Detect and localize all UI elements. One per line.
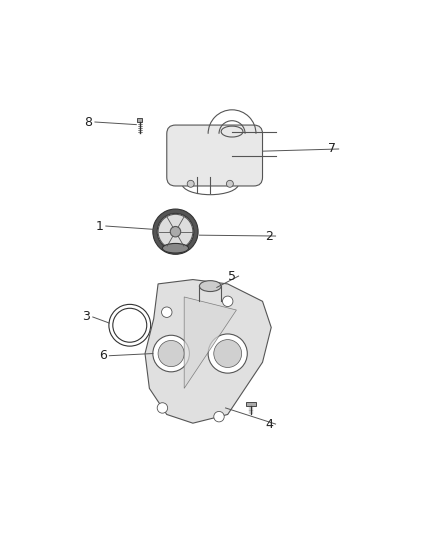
Ellipse shape xyxy=(199,281,221,292)
Circle shape xyxy=(208,334,247,373)
Circle shape xyxy=(170,227,181,237)
Circle shape xyxy=(187,180,194,187)
Text: 6: 6 xyxy=(99,349,107,362)
Polygon shape xyxy=(184,297,237,389)
Circle shape xyxy=(226,180,233,187)
Circle shape xyxy=(158,214,193,249)
Text: 7: 7 xyxy=(328,142,336,156)
FancyBboxPatch shape xyxy=(167,125,262,186)
Ellipse shape xyxy=(162,244,188,253)
Text: 8: 8 xyxy=(85,116,92,128)
Circle shape xyxy=(214,411,224,422)
Circle shape xyxy=(162,307,172,318)
Text: 2: 2 xyxy=(265,230,273,243)
Bar xyxy=(137,118,142,122)
Circle shape xyxy=(214,340,242,367)
Polygon shape xyxy=(145,279,271,423)
Text: 3: 3 xyxy=(82,311,90,324)
Circle shape xyxy=(158,341,184,367)
Bar xyxy=(246,402,255,406)
Text: 4: 4 xyxy=(265,417,273,431)
Circle shape xyxy=(223,296,233,306)
Circle shape xyxy=(153,335,189,372)
Text: 1: 1 xyxy=(95,220,103,232)
Text: 5: 5 xyxy=(228,270,236,282)
Circle shape xyxy=(157,403,168,413)
